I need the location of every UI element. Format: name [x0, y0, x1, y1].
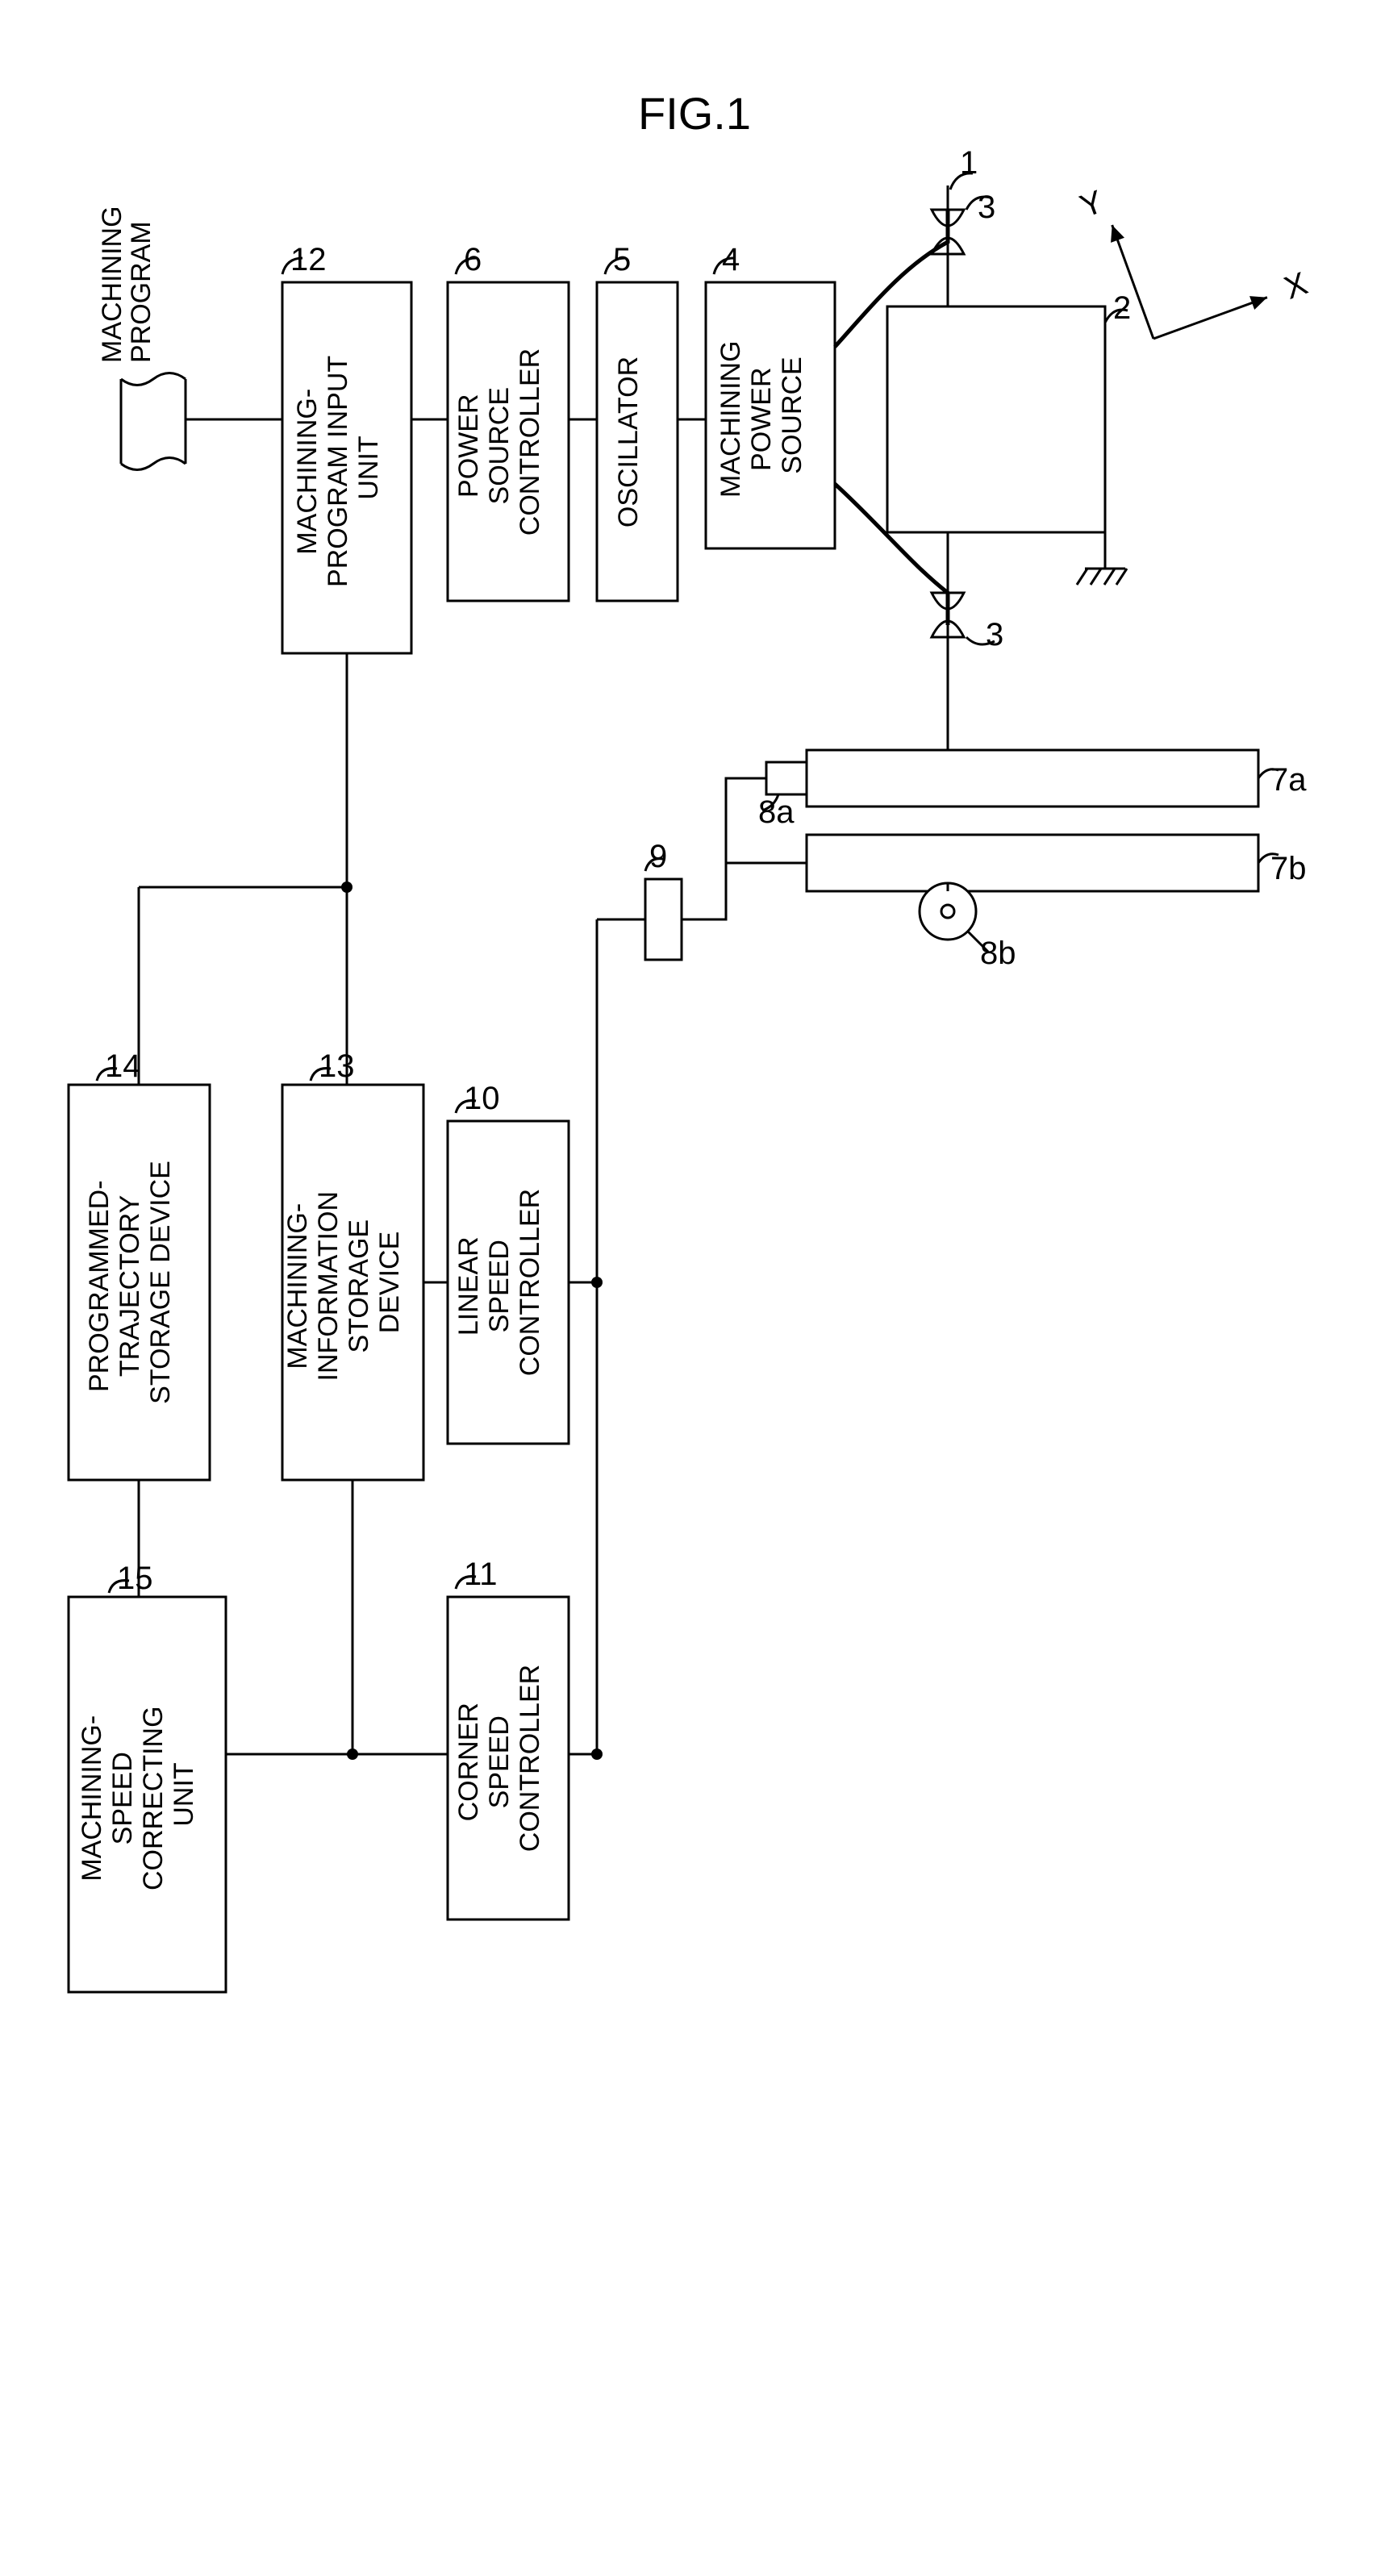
- svg-text:PROGRAMMED- TRAJECTORY: PROGRAMMED- TRAJECTORY STORAGE DEVICE: [84, 1161, 176, 1404]
- block-6: 6 POWER SOURCE CONTROLLER: [448, 242, 569, 601]
- block-10-line2: SPEED: [484, 1240, 515, 1332]
- block-12-line2: PROGRAM INPUT: [323, 356, 353, 587]
- servo-amp-id: 9: [649, 839, 667, 874]
- block-15-line1: MACHINING-: [77, 1715, 107, 1882]
- block-4: 4 MACHINING POWER SOURCE: [706, 242, 835, 548]
- axis-y-label: Y: [1075, 184, 1107, 224]
- screw-7a-id: 7a: [1270, 762, 1307, 798]
- block-14-line3: STORAGE DEVICE: [145, 1161, 176, 1404]
- block-15-line4: UNIT: [169, 1762, 199, 1826]
- diagram-svg: FIG.1 X Y 12 MACHINING- PROGRAM INPUT UN…: [0, 0, 1389, 2576]
- block-14: 14 PROGRAMMED- TRAJECTORY STORAGE DEVICE: [69, 1048, 210, 1480]
- block-11-line2: SPEED: [484, 1715, 515, 1808]
- servo-amp: 9: [645, 839, 682, 960]
- block-6-line3: CONTROLLER: [515, 348, 545, 536]
- block-10: 10 LINEAR SPEED CONTROLLER: [448, 1081, 569, 1444]
- block-10-line1: LINEAR: [453, 1236, 484, 1336]
- program-label-1: MACHINING: [97, 206, 127, 363]
- block-12: 12 MACHINING- PROGRAM INPUT UNIT: [282, 242, 411, 653]
- block-12-line1: MACHINING-: [292, 389, 323, 555]
- block-15-id: 15: [117, 1561, 153, 1596]
- figure-title: FIG.1: [638, 88, 751, 139]
- wire-9-to-7b: [726, 863, 807, 919]
- program-label-2: PROGRAM: [126, 221, 156, 363]
- block-11: 11 CORNER SPEED CONTROLLER: [448, 1557, 569, 1919]
- block-14-line2: TRAJECTORY: [115, 1195, 145, 1377]
- block-14-line1: PROGRAMMED-: [84, 1180, 115, 1392]
- block-15-line2: SPEED: [107, 1752, 138, 1844]
- block-14-id: 14: [105, 1048, 141, 1084]
- block-13-line3: STORAGE: [344, 1219, 374, 1353]
- workpiece-id: 2: [1113, 290, 1131, 326]
- block-4-line1: MACHINING: [715, 340, 746, 498]
- program-input: MACHINING PROGRAM: [97, 198, 282, 470]
- block-15-line3: CORRECTING: [138, 1706, 169, 1890]
- block-10-id: 10: [464, 1081, 500, 1116]
- ground-symbol: [1077, 532, 1127, 585]
- lower-guide: 3: [932, 593, 1003, 652]
- block-11-line1: CORNER: [453, 1703, 484, 1821]
- block-13-line4: DEVICE: [374, 1232, 405, 1334]
- svg-text:MACHINING PROGRAM: MACHINING PROGRAM: [97, 198, 156, 363]
- motor-8b-id: 8b: [980, 936, 1016, 971]
- svg-text:OSCILLATOR: OSCILLATOR: [613, 356, 644, 527]
- axis-x-label: X: [1280, 265, 1312, 306]
- block-15: 15 MACHINING- SPEED CORRECTING UNIT: [69, 1561, 226, 1992]
- block-5-line1: OSCILLATOR: [613, 356, 644, 527]
- lower-guide-id: 3: [986, 617, 1003, 652]
- block-6-line2: SOURCE: [484, 387, 515, 504]
- table-assembly: 7a 7b 8a 8b: [758, 750, 1307, 971]
- block-5: 5 OSCILLATOR: [597, 242, 678, 601]
- figure-container: FIG.1 X Y 12 MACHINING- PROGRAM INPUT UN…: [0, 0, 1389, 2576]
- upper-guide-id: 3: [978, 190, 995, 225]
- block-13-line2: INFORMATION: [313, 1191, 344, 1381]
- screw-7b-id: 7b: [1270, 851, 1307, 886]
- workpiece: [887, 306, 1105, 532]
- block-10-line3: CONTROLLER: [515, 1189, 545, 1376]
- block-13: 13 MACHINING- INFORMATION STORAGE DEVICE: [282, 1048, 423, 1480]
- coord-axes: X Y: [1075, 127, 1312, 362]
- block-11-id: 11: [464, 1557, 498, 1592]
- block-13-id: 13: [319, 1048, 355, 1084]
- block-13-line1: MACHINING-: [282, 1203, 313, 1369]
- wire-9-8a: [682, 778, 766, 919]
- block-4-line3: SOURCE: [777, 356, 807, 473]
- block-11-line3: CONTROLLER: [515, 1665, 545, 1852]
- block-4-line2: POWER: [746, 368, 777, 471]
- block-12-line3: UNIT: [353, 436, 384, 499]
- block-6-line1: POWER: [453, 394, 484, 498]
